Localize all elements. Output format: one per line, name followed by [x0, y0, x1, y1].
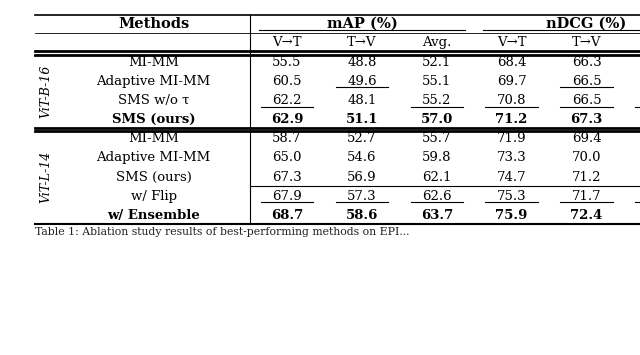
Text: 68.4: 68.4	[497, 56, 527, 69]
Text: 59.8: 59.8	[422, 152, 452, 164]
Text: 70.0: 70.0	[572, 152, 602, 164]
Text: 60.5: 60.5	[272, 75, 302, 88]
Text: 71.9: 71.9	[497, 132, 527, 145]
Text: ViT-B-16: ViT-B-16	[39, 64, 52, 118]
Text: 66.5: 66.5	[572, 94, 602, 107]
Text: MI-MM: MI-MM	[128, 56, 179, 69]
Text: 58.7: 58.7	[272, 132, 302, 145]
Text: Methods: Methods	[118, 17, 189, 31]
Text: 51.1: 51.1	[346, 113, 378, 126]
Text: 69.4: 69.4	[572, 132, 602, 145]
Text: 55.5: 55.5	[273, 56, 301, 69]
Text: 49.6: 49.6	[347, 75, 377, 88]
Text: 55.7: 55.7	[422, 132, 452, 145]
Text: 70.8: 70.8	[497, 94, 527, 107]
Text: 66.3: 66.3	[572, 56, 602, 69]
Text: 67.3: 67.3	[272, 171, 302, 184]
Text: 54.6: 54.6	[347, 152, 377, 164]
Text: 62.6: 62.6	[422, 190, 452, 203]
Text: 73.3: 73.3	[497, 152, 527, 164]
Text: 67.3: 67.3	[570, 113, 603, 126]
Text: w/ Flip: w/ Flip	[131, 190, 177, 203]
Text: 72.4: 72.4	[570, 209, 603, 222]
Text: nDCG (%): nDCG (%)	[547, 17, 627, 31]
Text: V→T: V→T	[272, 37, 302, 49]
Text: 67.9: 67.9	[272, 190, 302, 203]
Text: 75.3: 75.3	[497, 190, 527, 203]
Text: V→T: V→T	[497, 37, 527, 49]
Text: 65.0: 65.0	[272, 152, 302, 164]
Text: mAP (%): mAP (%)	[326, 17, 397, 31]
Text: Table 1: Ablation study results of best-performing methods on EPI...: Table 1: Ablation study results of best-…	[35, 227, 410, 237]
Text: T→V: T→V	[347, 37, 377, 49]
Text: Adaptive MI-MM: Adaptive MI-MM	[97, 152, 211, 164]
Text: 62.2: 62.2	[272, 94, 302, 107]
Text: SMS (ours): SMS (ours)	[112, 113, 195, 126]
Text: 52.1: 52.1	[422, 56, 451, 69]
Text: 57.3: 57.3	[347, 190, 377, 203]
Text: 63.7: 63.7	[420, 209, 453, 222]
Text: 48.8: 48.8	[348, 56, 376, 69]
Text: 69.7: 69.7	[497, 75, 527, 88]
Text: 58.6: 58.6	[346, 209, 378, 222]
Text: T→V: T→V	[572, 37, 602, 49]
Text: 55.2: 55.2	[422, 94, 451, 107]
Text: 71.2: 71.2	[572, 171, 602, 184]
Text: 68.7: 68.7	[271, 209, 303, 222]
Text: 62.1: 62.1	[422, 171, 452, 184]
Text: Adaptive MI-MM: Adaptive MI-MM	[97, 75, 211, 88]
Text: SMS w/o τ: SMS w/o τ	[118, 94, 189, 107]
Text: 71.2: 71.2	[495, 113, 528, 126]
Text: 52.7: 52.7	[347, 132, 377, 145]
Text: Avg.: Avg.	[422, 37, 451, 49]
Text: SMS (ours): SMS (ours)	[116, 171, 191, 184]
Text: ViT-L-14: ViT-L-14	[39, 151, 52, 203]
Text: 57.0: 57.0	[420, 113, 453, 126]
Text: 56.9: 56.9	[347, 171, 377, 184]
Text: 74.7: 74.7	[497, 171, 527, 184]
Text: 48.1: 48.1	[348, 94, 376, 107]
Text: MI-MM: MI-MM	[128, 132, 179, 145]
Text: 55.1: 55.1	[422, 75, 451, 88]
Text: 66.5: 66.5	[572, 75, 602, 88]
Text: 71.7: 71.7	[572, 190, 602, 203]
Text: 62.9: 62.9	[271, 113, 303, 126]
Text: 75.9: 75.9	[495, 209, 528, 222]
Text: w/ Ensemble: w/ Ensemble	[108, 209, 200, 222]
